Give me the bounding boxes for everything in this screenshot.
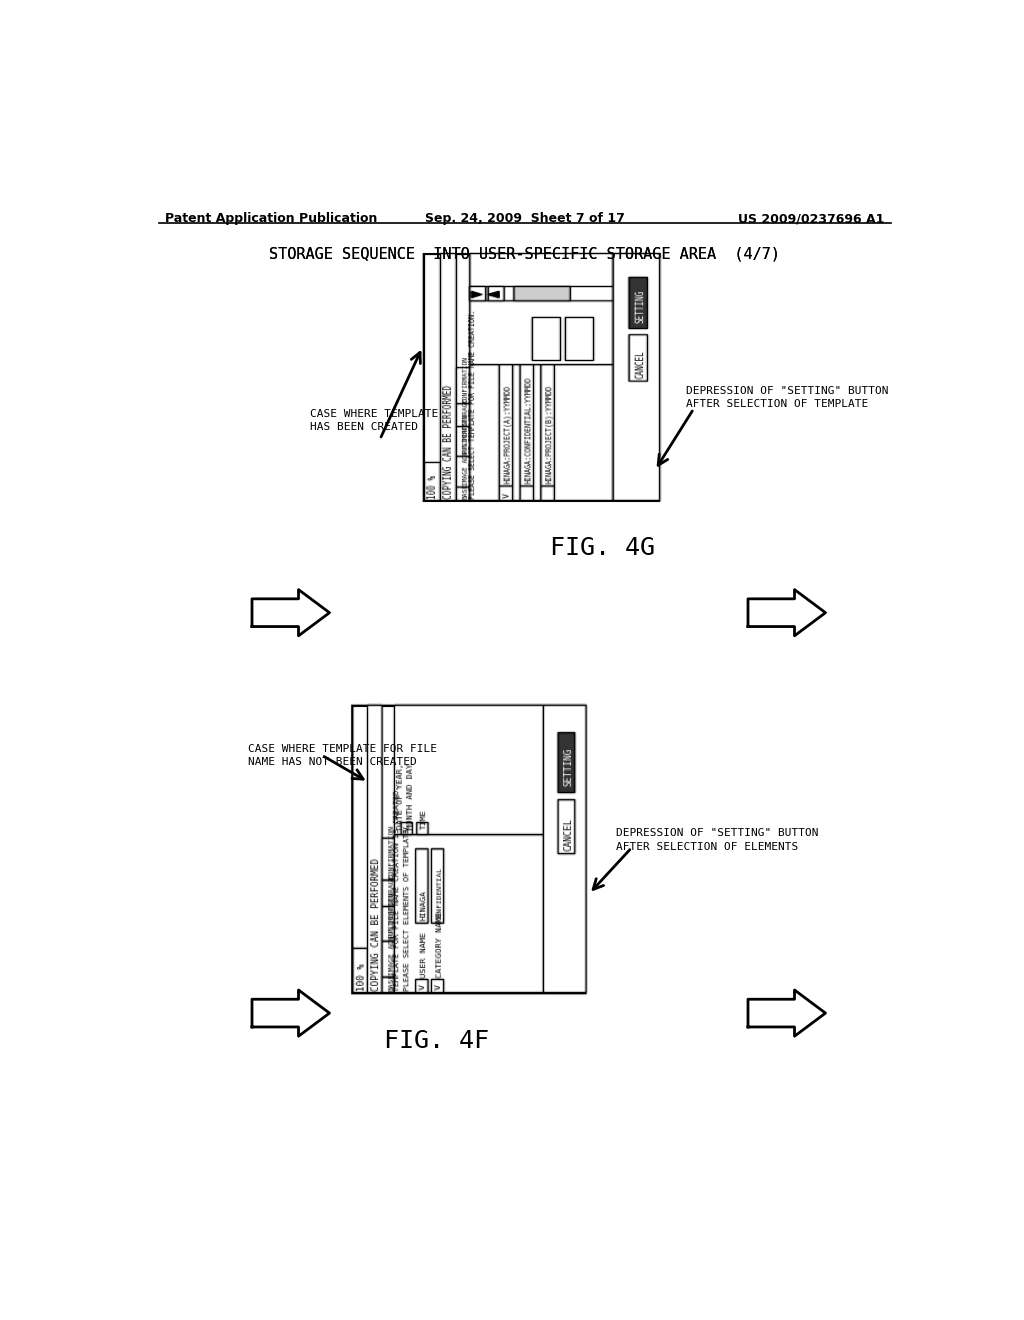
- Text: STORAGE SEQUENCE  INTO USER-SPECIFIC STORAGE AREA  (4/7): STORAGE SEQUENCE INTO USER-SPECIFIC STOR…: [269, 247, 780, 261]
- Text: DEPRESSION OF "SETTING" BUTTON: DEPRESSION OF "SETTING" BUTTON: [616, 829, 819, 838]
- Text: CASE WHERE TEMPLATE FOR FILE: CASE WHERE TEMPLATE FOR FILE: [248, 743, 437, 754]
- Text: AFTER SELECTION OF TEMPLATE: AFTER SELECTION OF TEMPLATE: [686, 400, 868, 409]
- Text: FIG. 4G: FIG. 4G: [550, 536, 655, 560]
- Text: FIG. 4F: FIG. 4F: [384, 1028, 488, 1052]
- Polygon shape: [252, 590, 330, 636]
- Polygon shape: [252, 990, 330, 1036]
- Text: CASE WHERE TEMPLATE: CASE WHERE TEMPLATE: [310, 409, 438, 418]
- Text: AFTER SELECTION OF ELEMENTS: AFTER SELECTION OF ELEMENTS: [616, 842, 799, 853]
- Polygon shape: [748, 590, 825, 636]
- Polygon shape: [748, 990, 825, 1036]
- Text: US 2009/0237696 A1: US 2009/0237696 A1: [738, 213, 885, 226]
- Text: Patent Application Publication: Patent Application Publication: [165, 213, 378, 226]
- Text: STORAGE SEQUENCE  INTO USER-SPECIFIC STORAGE AREA  (4/7): STORAGE SEQUENCE INTO USER-SPECIFIC STOR…: [269, 247, 780, 261]
- Text: Sep. 24, 2009  Sheet 7 of 17: Sep. 24, 2009 Sheet 7 of 17: [425, 213, 625, 226]
- Text: DEPRESSION OF "SETTING" BUTTON: DEPRESSION OF "SETTING" BUTTON: [686, 385, 889, 396]
- Text: HAS BEEN CREATED: HAS BEEN CREATED: [310, 422, 418, 432]
- Text: NAME HAS NOT BEEN CREATED: NAME HAS NOT BEEN CREATED: [248, 758, 417, 767]
